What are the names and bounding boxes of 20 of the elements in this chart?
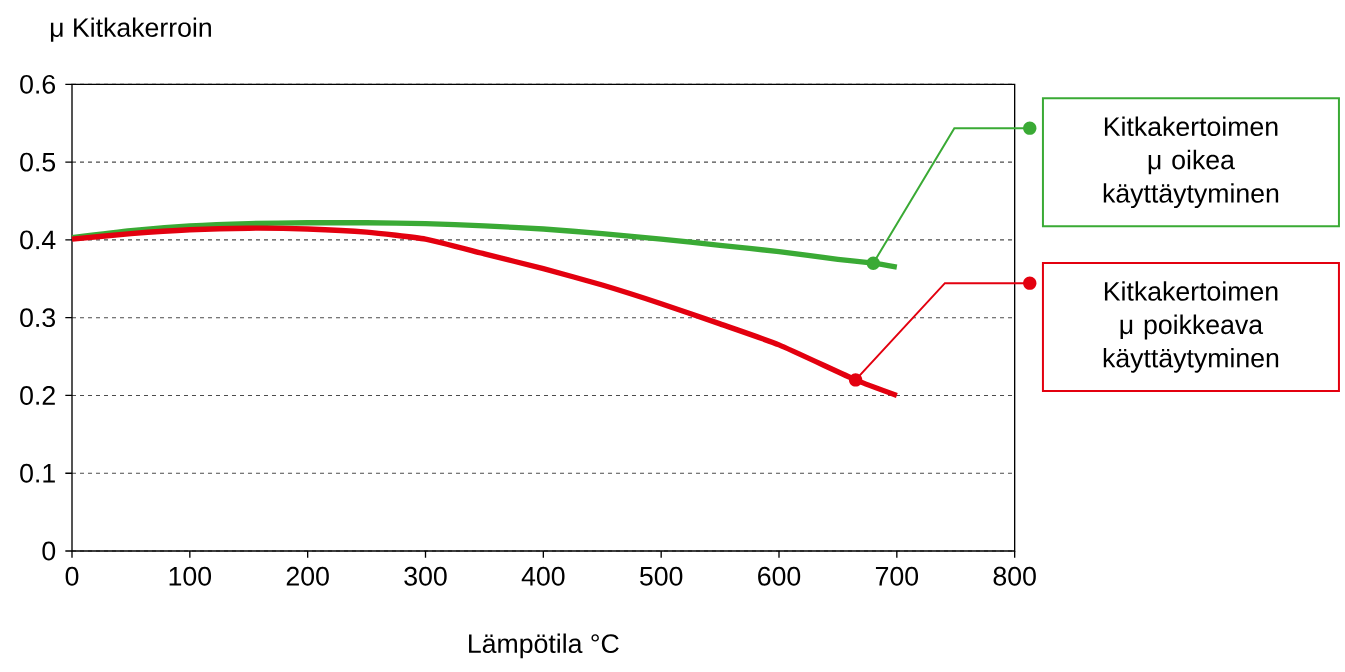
x-tick-label: 0 bbox=[65, 566, 79, 586]
y-tick-label: 0.6 bbox=[20, 74, 56, 94]
x-tick-label: 400 bbox=[521, 566, 565, 586]
y-tick-label: 0.5 bbox=[20, 152, 56, 172]
text: Kitkakertoimen μ oikea käyttäytyminen bbox=[1103, 116, 1279, 209]
x-tick-label: 700 bbox=[875, 566, 919, 586]
y-axis-title: μ Kitkakerroin bbox=[50, 17, 211, 42]
x-tick-label: 300 bbox=[404, 566, 447, 586]
x-tick-label: 500 bbox=[639, 566, 683, 586]
y-tick-label: 0.2 bbox=[20, 386, 55, 405]
x-tick-label: 100 bbox=[169, 566, 212, 586]
y-tick-label: 0.4 bbox=[20, 230, 56, 250]
x-axis-title: Lämpötila °C bbox=[469, 633, 619, 659]
x-tick-label: 800 bbox=[993, 566, 1036, 586]
y-tick-label: 0 bbox=[42, 541, 56, 561]
y-tick-label: 0.1 bbox=[20, 463, 55, 483]
x-tick-label: 200 bbox=[286, 566, 329, 586]
text: Kitkakertoimen μ poikkeava käyttäytyminen bbox=[1103, 281, 1279, 373]
x-tick-label: 600 bbox=[758, 566, 801, 586]
y-tick-label: 0.3 bbox=[20, 308, 56, 328]
